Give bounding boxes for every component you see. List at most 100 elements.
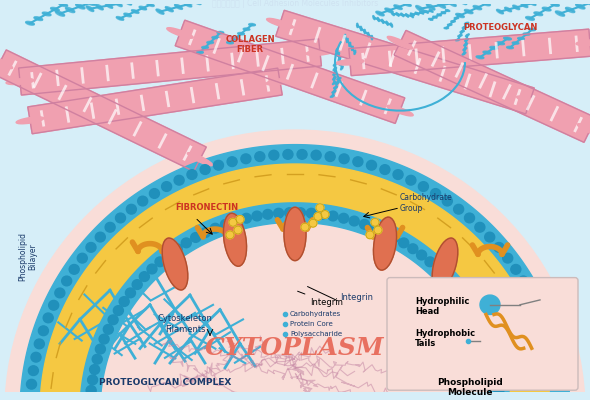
Circle shape (309, 219, 317, 227)
Polygon shape (132, 10, 139, 13)
Circle shape (55, 288, 65, 298)
Polygon shape (394, 30, 590, 142)
Text: CYTOPLASM: CYTOPLASM (205, 336, 385, 360)
Circle shape (537, 313, 547, 323)
Polygon shape (386, 21, 388, 25)
FancyBboxPatch shape (387, 278, 578, 390)
Polygon shape (437, 2, 445, 8)
Polygon shape (455, 14, 464, 18)
Polygon shape (217, 33, 224, 34)
Polygon shape (330, 95, 335, 97)
Polygon shape (116, 17, 124, 20)
Circle shape (339, 154, 349, 164)
Polygon shape (497, 10, 503, 14)
Polygon shape (550, 3, 559, 6)
Polygon shape (448, 0, 456, 6)
Polygon shape (463, 48, 467, 50)
Circle shape (464, 213, 474, 223)
Circle shape (236, 216, 244, 223)
Circle shape (86, 242, 96, 252)
Polygon shape (333, 82, 336, 85)
Circle shape (494, 242, 504, 252)
Polygon shape (507, 46, 513, 48)
Polygon shape (60, 184, 530, 400)
Polygon shape (391, 23, 392, 27)
Polygon shape (401, 13, 404, 16)
Polygon shape (411, 13, 414, 16)
Polygon shape (59, 3, 68, 6)
Polygon shape (175, 5, 182, 9)
Polygon shape (523, 33, 530, 34)
Polygon shape (542, 7, 551, 10)
Polygon shape (165, 7, 173, 12)
Circle shape (25, 393, 35, 400)
Polygon shape (576, 4, 585, 8)
Circle shape (113, 306, 123, 315)
Polygon shape (76, 4, 85, 9)
Polygon shape (227, 42, 234, 44)
Polygon shape (517, 37, 525, 39)
Polygon shape (447, 25, 452, 26)
Polygon shape (249, 24, 255, 26)
Polygon shape (412, 0, 420, 3)
Circle shape (269, 150, 279, 160)
Polygon shape (483, 52, 491, 54)
Text: Carbohydrate
Group: Carbohydrate Group (400, 193, 453, 212)
Ellipse shape (306, 49, 334, 56)
Polygon shape (139, 7, 146, 10)
Polygon shape (391, 12, 394, 16)
Polygon shape (124, 0, 132, 5)
Polygon shape (444, 27, 448, 28)
Circle shape (231, 216, 241, 226)
Circle shape (433, 264, 443, 274)
Polygon shape (28, 68, 282, 134)
Circle shape (477, 324, 487, 334)
Ellipse shape (373, 217, 396, 270)
Polygon shape (447, 24, 452, 25)
Circle shape (119, 297, 129, 306)
Polygon shape (34, 18, 42, 20)
Circle shape (371, 218, 379, 226)
Ellipse shape (0, 56, 12, 69)
Circle shape (162, 182, 172, 191)
Circle shape (229, 218, 237, 226)
Polygon shape (217, 31, 224, 33)
Circle shape (31, 352, 41, 362)
Polygon shape (490, 46, 497, 48)
Polygon shape (346, 38, 348, 42)
Ellipse shape (188, 153, 212, 166)
Polygon shape (464, 23, 468, 24)
Polygon shape (420, 12, 424, 14)
Polygon shape (196, 52, 204, 54)
Polygon shape (377, 18, 379, 22)
Circle shape (263, 210, 273, 219)
Circle shape (297, 150, 307, 159)
Polygon shape (364, 29, 365, 34)
Polygon shape (458, 15, 462, 16)
Polygon shape (232, 38, 239, 40)
Circle shape (431, 189, 441, 198)
Circle shape (542, 326, 552, 336)
Circle shape (366, 160, 376, 170)
Circle shape (126, 204, 136, 214)
Polygon shape (410, 14, 413, 18)
Ellipse shape (167, 28, 193, 38)
Circle shape (92, 354, 102, 364)
Circle shape (95, 232, 105, 242)
Polygon shape (490, 47, 497, 50)
Polygon shape (333, 63, 337, 66)
Ellipse shape (267, 18, 293, 28)
Circle shape (441, 272, 451, 282)
Polygon shape (458, 35, 462, 37)
Polygon shape (336, 48, 338, 52)
Circle shape (552, 366, 562, 376)
Polygon shape (517, 38, 525, 40)
Polygon shape (42, 12, 51, 15)
Polygon shape (482, 2, 490, 5)
Circle shape (475, 222, 485, 232)
Polygon shape (416, 6, 424, 12)
Polygon shape (566, 7, 575, 12)
Polygon shape (333, 86, 337, 88)
Circle shape (126, 288, 136, 298)
Circle shape (370, 223, 380, 233)
